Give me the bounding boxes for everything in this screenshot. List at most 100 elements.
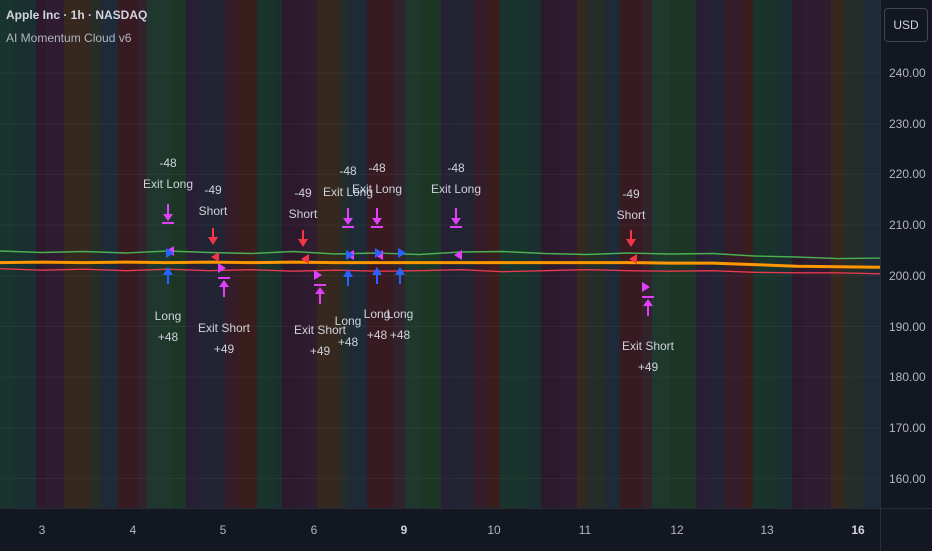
symbol-title[interactable]: Apple Inc · 1h · NASDAQ — [6, 8, 148, 22]
price-tick-label: 170.00 — [889, 420, 926, 435]
signal-label-line: Long — [334, 314, 362, 328]
signal-label-line: -49 — [294, 186, 312, 200]
signal-label-line: -49 — [204, 183, 222, 197]
cloud-band — [186, 0, 198, 508]
cloud-band — [450, 0, 475, 508]
cloud-band — [197, 0, 226, 508]
cloud-band — [257, 0, 275, 508]
signal-label: Long +48 — [335, 311, 362, 353]
signal-label-line: -48 — [447, 161, 465, 175]
cloud-band — [620, 0, 643, 508]
price-axis[interactable]: 240.00 230.00 220.00 210.00 200.00 190.00 180.… — [880, 0, 932, 508]
signal-label-line: Long — [386, 307, 414, 321]
signal-marker-short[interactable] — [208, 228, 219, 262]
series-line-0 — [0, 250, 880, 260]
price-tick-label: 230.00 — [889, 116, 926, 131]
chart-plot-area[interactable]: -48 Exit Long Long +48 -49 Short Exit Short +49… — [0, 0, 880, 508]
signal-marker-long[interactable] — [395, 248, 406, 284]
cloud-band — [225, 0, 239, 508]
signal-label-line: Long — [363, 307, 391, 321]
time-tick-label: 6 — [310, 523, 318, 537]
signal-label: -49 Short — [617, 184, 646, 226]
signal-label-line: Short — [616, 208, 646, 222]
cloud-band — [863, 0, 880, 508]
signal-label-line: -48 — [159, 156, 177, 170]
cloud-band — [90, 0, 103, 508]
cloud-band — [474, 0, 490, 508]
signal-label-line: Short — [288, 207, 318, 221]
signal-label: Long +48 — [364, 304, 391, 346]
price-tick-label: 160.00 — [889, 471, 926, 486]
signal-marker-short[interactable] — [626, 230, 637, 264]
signal-label: -48 Exit Long — [143, 153, 193, 195]
signal-label-line: +49 — [213, 342, 235, 356]
series-line-2 — [0, 268, 880, 275]
series-line-1 — [0, 260, 880, 269]
time-axis[interactable]: 3 4 5 6 9 10 11 12 13 16 — [0, 508, 880, 551]
time-tick-label: 3 — [38, 523, 46, 537]
time-tick-label: 5 — [219, 523, 227, 537]
cloud-band — [792, 0, 804, 508]
axis-corner — [880, 508, 932, 551]
signal-label: Long +48 — [155, 306, 182, 348]
signal-label: -49 Short — [289, 183, 318, 225]
cloud-band — [753, 0, 778, 508]
price-tick-label: 240.00 — [889, 66, 926, 80]
time-tick-label: 13 — [760, 523, 774, 537]
cloud-band — [724, 0, 745, 508]
signal-label-line: +48 — [157, 330, 179, 344]
signal-label: Exit Short +49 — [198, 318, 250, 360]
signal-label-line: Short — [198, 204, 228, 218]
signal-label: Exit Short +49 — [294, 320, 346, 362]
cloud-band — [46, 0, 65, 508]
cloud-band — [64, 0, 91, 508]
cloud-band — [14, 0, 37, 508]
cloud-band — [844, 0, 864, 508]
signal-label-line: Exit Short — [621, 339, 675, 353]
signal-label-line: +49 — [637, 360, 659, 374]
signal-label: -48 Exit Long — [352, 158, 402, 200]
price-tick-label: 210.00 — [889, 218, 926, 233]
time-tick-label: 9 — [400, 523, 408, 537]
cloud-band — [831, 0, 845, 508]
signal-label: -48 Exit Long — [323, 161, 373, 203]
signal-label: -49 Short — [199, 180, 228, 222]
signal-marker-exit-short[interactable] — [642, 282, 654, 316]
signal-label-line: +49 — [309, 344, 331, 358]
currency-button[interactable]: USD — [884, 8, 928, 42]
chart-legend: Apple Inc · 1h · NASDAQ AI Momentum Clou… — [6, 8, 147, 45]
cloud-band — [303, 0, 318, 508]
cloud-band — [282, 0, 304, 508]
signal-marker-long[interactable] — [343, 250, 354, 286]
cloud-band — [274, 0, 283, 508]
signal-label-line: Exit Long — [430, 182, 482, 196]
cloud-band — [777, 0, 793, 508]
cloud-band — [36, 0, 47, 508]
signal-label-line: +48 — [366, 328, 388, 342]
cloud-band — [0, 0, 15, 508]
signal-label: -48 Exit Long — [431, 158, 481, 200]
signal-marker-long[interactable] — [372, 248, 383, 284]
chart-svg[interactable] — [0, 0, 880, 508]
signal-marker-exit-short[interactable] — [314, 270, 326, 304]
cloud-band — [489, 0, 501, 508]
signal-label: Long +48 — [387, 304, 414, 346]
indicator-name[interactable]: AI Momentum Cloud v6 — [6, 31, 132, 45]
signal-marker-exit-long[interactable] — [450, 208, 462, 260]
signal-label-line: Exit Long — [351, 182, 403, 196]
signal-label-line: +48 — [389, 328, 411, 342]
signal-label-line: -49 — [622, 187, 640, 201]
cloud-band — [500, 0, 529, 508]
signal-label-line: -48 — [368, 161, 386, 175]
signal-marker-long[interactable] — [163, 248, 174, 284]
time-tick-label: 4 — [129, 523, 137, 537]
signal-label-line: Exit Long — [322, 185, 374, 199]
time-tick-label: 12 — [670, 523, 684, 537]
time-tick-label: 10 — [487, 523, 501, 537]
time-tick-label: 11 — [578, 523, 592, 537]
price-tick-label: 180.00 — [889, 370, 926, 385]
signal-marker-exit-short[interactable] — [218, 263, 230, 297]
signal-marker-short[interactable] — [298, 230, 309, 264]
signal-label-line: +48 — [337, 335, 359, 349]
